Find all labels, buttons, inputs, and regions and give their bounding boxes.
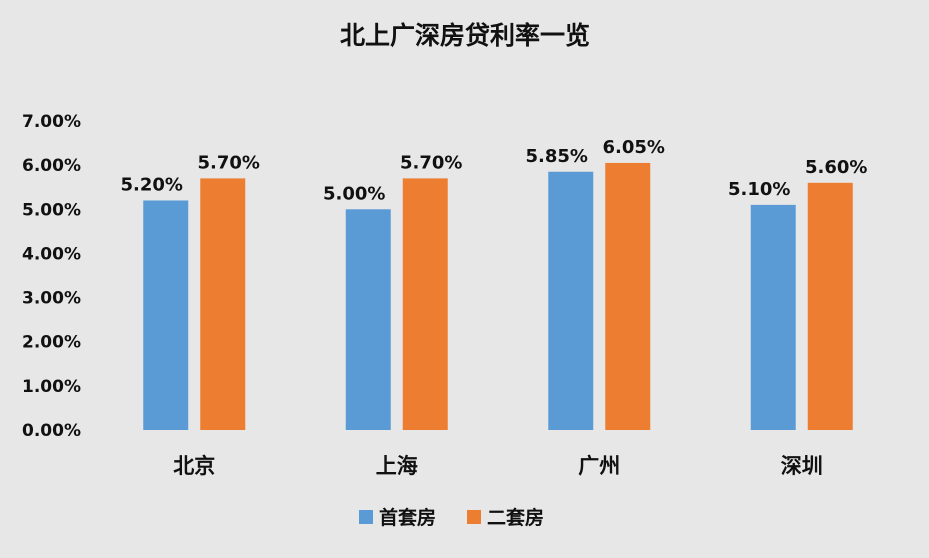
y-tick-label: 6.00%: [22, 156, 81, 176]
bar-second-home: [605, 162, 651, 430]
bar-first-home: [143, 200, 189, 430]
bar-first-home: [548, 171, 594, 430]
y-tick-label: 1.00%: [22, 377, 81, 397]
data-label: 5.70%: [198, 152, 260, 173]
chart-title: 北上广深房贷利率一览: [340, 21, 590, 50]
data-label: 5.10%: [728, 179, 790, 200]
legend: 首套房 二套房: [359, 506, 544, 529]
bar-second-home: [200, 178, 246, 430]
bar-first-home: [345, 209, 391, 430]
legend-swatch: [467, 510, 481, 524]
y-tick-label: 4.00%: [22, 244, 81, 264]
data-label: 6.05%: [603, 137, 665, 158]
y-tick-label: 2.00%: [22, 333, 81, 353]
y-tick-label: 0.00%: [22, 421, 81, 441]
y-axis: 0.00% 1.00% 2.00% 3.00% 4.00% 5.00% 6.00% 7.00%: [22, 112, 81, 441]
category-label: 广州: [578, 454, 620, 478]
data-label: 5.85%: [526, 146, 588, 167]
category-label: 深圳: [781, 454, 823, 478]
y-tick-label: 3.00%: [22, 289, 81, 309]
category-label: 上海: [376, 454, 418, 478]
x-axis: 北京 上海 广州 深圳: [173, 454, 823, 478]
bar-second-home: [807, 182, 853, 430]
y-tick-label: 7.00%: [22, 112, 81, 132]
legend-label: 首套房: [379, 506, 436, 529]
y-tick-label: 5.00%: [22, 200, 81, 220]
bar-second-home: [402, 178, 448, 430]
data-label: 5.20%: [121, 174, 183, 195]
data-label: 5.00%: [323, 183, 385, 204]
legend-swatch: [359, 510, 373, 524]
bars-group: 5.20% 5.70% 5.00% 5.70% 5.85% 6.05% 5.10% 5.60%: [121, 137, 867, 430]
data-label: 5.70%: [400, 152, 462, 173]
data-label: 5.60%: [805, 157, 867, 178]
legend-label: 二套房: [487, 506, 544, 529]
bar-first-home: [750, 204, 796, 430]
category-label: 北京: [173, 454, 215, 478]
